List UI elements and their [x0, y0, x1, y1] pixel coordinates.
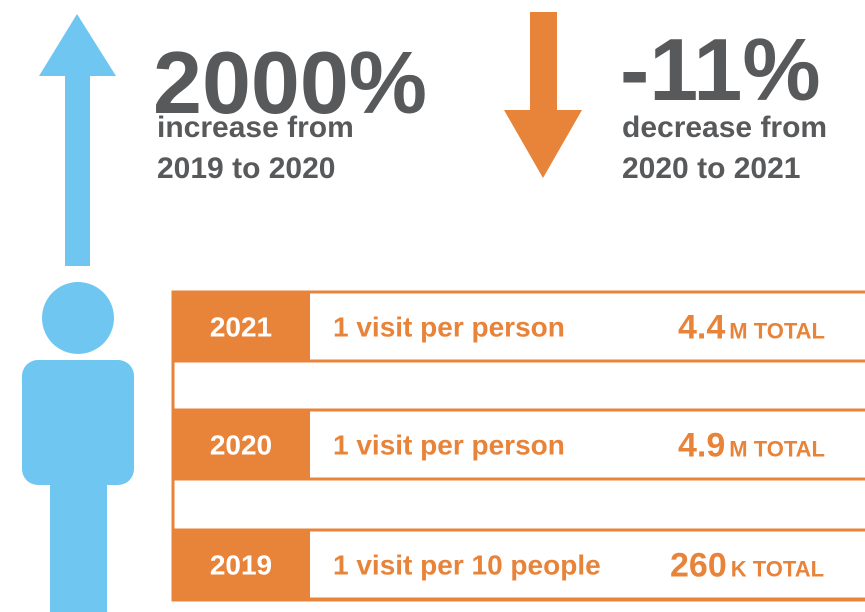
- total-unit: K TOTAL: [731, 557, 824, 582]
- stat-value: 2000%: [153, 33, 427, 132]
- total: 260 K TOTAL: [670, 547, 824, 585]
- rate: 1 visit per person: [333, 430, 565, 461]
- total-unit: M TOTAL: [729, 319, 825, 344]
- stat-text: 2020 to 2021: [622, 152, 800, 185]
- rate: 1 visit per person: [333, 312, 565, 343]
- stat-text: decrease from: [622, 111, 827, 144]
- rate: 1 visit per 10 people: [333, 550, 601, 581]
- year-box: [173, 530, 310, 599]
- stat-text: increase from: [157, 111, 354, 144]
- person-body: [22, 360, 134, 485]
- year: 2019: [210, 550, 272, 581]
- year-box: [173, 410, 310, 479]
- total-number: 260: [670, 547, 727, 585]
- total: 4.9 M TOTAL: [678, 427, 825, 465]
- year: 2020: [210, 430, 272, 461]
- stat-text: 2019 to 2020: [157, 152, 335, 185]
- stat-value: -11%: [620, 20, 821, 119]
- year: 2021: [210, 312, 272, 343]
- year-box: [173, 292, 310, 361]
- up-arrow: [39, 14, 116, 266]
- down-arrow: [504, 12, 582, 178]
- total-number: 4.9: [678, 427, 725, 465]
- person-legs: [50, 470, 107, 612]
- person-head: [42, 282, 114, 354]
- total-unit: M TOTAL: [729, 437, 825, 462]
- total-number: 4.4: [678, 309, 725, 347]
- total: 4.4 M TOTAL: [678, 309, 825, 347]
